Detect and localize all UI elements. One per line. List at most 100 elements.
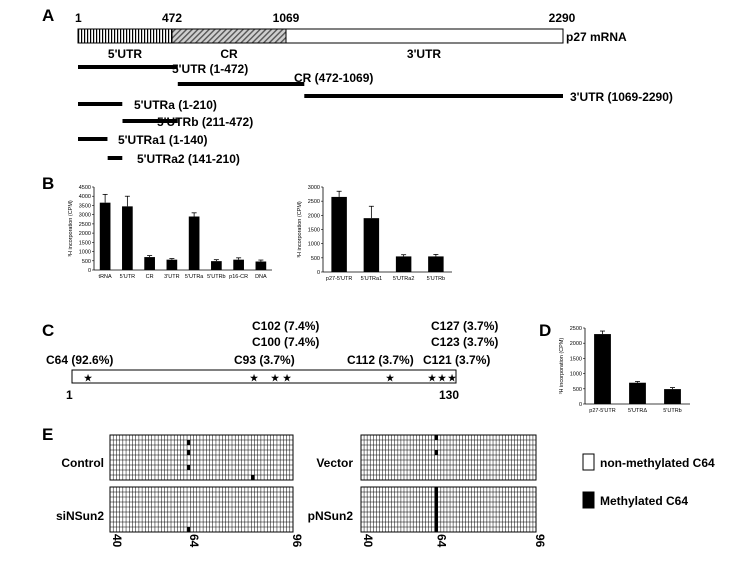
mrna-5utr-region <box>77 28 173 44</box>
methylated-cell <box>434 450 438 455</box>
sequence-bar <box>71 369 457 384</box>
chart3-ytick-label-3: 1500 <box>570 356 582 362</box>
seq-end-label: 130 <box>439 388 459 402</box>
pos-label-472: 472 <box>162 11 182 25</box>
chart1-xtick-label-trna: tRNA <box>99 274 112 280</box>
fragment-bar-5-utra-1-210 <box>78 102 123 106</box>
chart2-ytick-label-1: 500 <box>311 256 320 262</box>
chart1-xtick-label-5-utrb: 5'UTRb <box>207 274 225 280</box>
methylated-cell <box>434 492 438 497</box>
chart1-ytick-label-8: 4000 <box>79 194 91 200</box>
region-label-cr: CR <box>220 47 238 61</box>
fragment-bar-5-utrb-211-472 <box>122 119 178 123</box>
grid-axis-label-64: 64 <box>187 534 201 548</box>
methylated-cell <box>187 527 191 532</box>
chart2-ytick-label-6: 3000 <box>308 185 320 191</box>
chart2-bar-5-utrb <box>428 256 444 272</box>
chart1-ytick-label-6: 3000 <box>79 213 91 219</box>
methylated-cell <box>434 522 438 527</box>
site-label-c112: C112 (3.7%) <box>347 353 414 367</box>
chart1-xtick-label-cr: CR <box>146 274 154 280</box>
chart3-ytick-label-1: 500 <box>573 387 582 393</box>
chart3-xtick-label-5-utrb: 5'UTRb <box>663 408 681 414</box>
chart1-bar-cr <box>144 257 155 270</box>
chart1-ytick-label-7: 3500 <box>79 203 91 209</box>
chart1-bar-p16-cr <box>233 259 244 270</box>
site-star-c123: ★ <box>438 373 447 383</box>
methylated-cell <box>187 450 191 455</box>
chart3-ylabel: ³H incorporation (CPM) <box>559 338 565 395</box>
fragment-label-5-utr-1-472: 5'UTR (1-472) <box>172 62 248 76</box>
grid-axis-label-40: 40 <box>361 534 375 548</box>
chart2-ytick-label-3: 1500 <box>308 228 320 234</box>
site-label-c100: C100 (7.4%) <box>252 335 319 349</box>
site-label-c123: C123 (3.7%) <box>431 335 498 349</box>
chart1-xtick-label-5-utra: 5'UTRa <box>185 274 204 280</box>
chart2-xtick-label-5-utra2: 5'UTRa2 <box>393 276 415 282</box>
grid-axis-label-96: 96 <box>533 534 547 548</box>
methylation-grid-control <box>109 434 294 481</box>
chart1-bar-5-utra <box>188 216 200 270</box>
panel-a: A 1 472 1069 2290 p27 mRNA 5'UTR CR 3'UT… <box>42 6 673 166</box>
chart2-bar-5-utra1 <box>363 218 380 272</box>
fragment-bar-3-utr-1069-2290 <box>304 94 563 98</box>
legend-label-methylated: Methylated C64 <box>600 494 688 508</box>
methylated-cell <box>434 512 438 517</box>
methylated-cell <box>187 440 191 445</box>
site-label-c121: C121 (3.7%) <box>423 353 490 367</box>
chart1-ytick-label-4: 2000 <box>79 231 91 237</box>
bar-chart-b-right: 0 500 1000 1500 2000 2500 3000 ³H incorporation… <box>297 185 452 282</box>
site-star-c121: ★ <box>428 373 437 383</box>
chart1-bar-5-utr <box>122 206 133 270</box>
grid-axis-label-96: 96 <box>290 534 304 548</box>
chart2-ylabel: ³H incorporation (CPM) <box>297 201 303 258</box>
chart3-bar-p27-5-utr <box>594 334 611 404</box>
fragment-label-cr-472-1069: CR (472-1069) <box>294 71 373 85</box>
methylated-cell <box>434 497 438 502</box>
mrna-cr-region <box>171 28 287 44</box>
chart3-bar-5-utr <box>629 382 646 404</box>
fragment-label-5-utra1-1-140: 5'UTRa1 (1-140) <box>118 133 208 147</box>
grid-layer: 40 64 96 40 64 96 <box>109 434 547 548</box>
chart1-ytick-label-1: 500 <box>82 259 91 265</box>
chart2-xtick-label-5-utra1: 5'UTRa1 <box>361 276 383 282</box>
grid-axis-label-64: 64 <box>435 534 449 548</box>
chart1-xtick-label-3-utr: 3'UTR <box>164 274 179 280</box>
grid-frame-control <box>109 434 294 481</box>
methylated-cell <box>251 475 255 480</box>
chart1-ytick-label-3: 1500 <box>79 240 91 246</box>
mrna-label: p27 mRNA <box>566 30 627 44</box>
chart3-ytick-label-0: 0 <box>579 402 582 408</box>
panel-d: D 0 500 1000 1500 2000 2500 ³H incorporation (… <box>539 321 690 414</box>
chart1-xtick-label-p16-cr: p16-CR <box>229 274 248 280</box>
site-label-c64: C64 (92.6%) <box>46 353 113 367</box>
chart1-ytick-label-2: 1000 <box>79 250 91 256</box>
chart1-xtick-label-5-utr: 5'UTR <box>120 274 135 280</box>
methylated-cell <box>434 517 438 522</box>
chart1-ytick-label-9: 4500 <box>79 185 91 191</box>
grid-axis-label-40: 40 <box>110 534 124 548</box>
methylation-grid-pnsun2: 40 64 96 <box>360 486 547 548</box>
chart2-bar-p27-5-utr <box>331 196 347 272</box>
chart3-ytick-label-2: 1000 <box>570 372 582 378</box>
fragment-label-5-utra2-141-210: 5'UTRa2 (141-210) <box>137 152 240 166</box>
site-layer: C64 (92.6%) ★ C93 (3.7%) ★ C100 (7.4%) ★ C102 … <box>46 319 498 383</box>
fragment-bar-cr-472-1069 <box>177 82 305 86</box>
chart2-bar-5-utra2 <box>395 256 412 272</box>
chart1-bar-3-utr <box>166 259 178 270</box>
panel-c-label: C <box>42 321 54 340</box>
fragment-label-5-utrb-211-472: 5'UTRb (211-472) <box>157 115 253 129</box>
chart3-xtick-label-p27-5-utr: p27-5'UTR <box>589 408 615 414</box>
panel-e: E Control Vector siNSun2 pNSun2 40 64 96 40… <box>42 425 715 548</box>
fragment-label-5-utra-1-210: 5'UTRa (1-210) <box>134 98 217 112</box>
chart1-xtick-label-dna: DNA <box>255 274 267 280</box>
methylated-cell <box>434 507 438 512</box>
chart3-ytick-label-5: 2500 <box>570 326 582 332</box>
chart2-xtick-label-5-utrb: 5'UTRb <box>427 276 445 282</box>
site-star-c112: ★ <box>386 373 395 383</box>
chart3-ytick-label-4: 2000 <box>570 341 582 347</box>
fragment-bar-5-utr-1-472 <box>78 65 178 69</box>
grid-label-vector: Vector <box>316 456 353 470</box>
legend-swatch-non-methylated <box>582 453 595 471</box>
